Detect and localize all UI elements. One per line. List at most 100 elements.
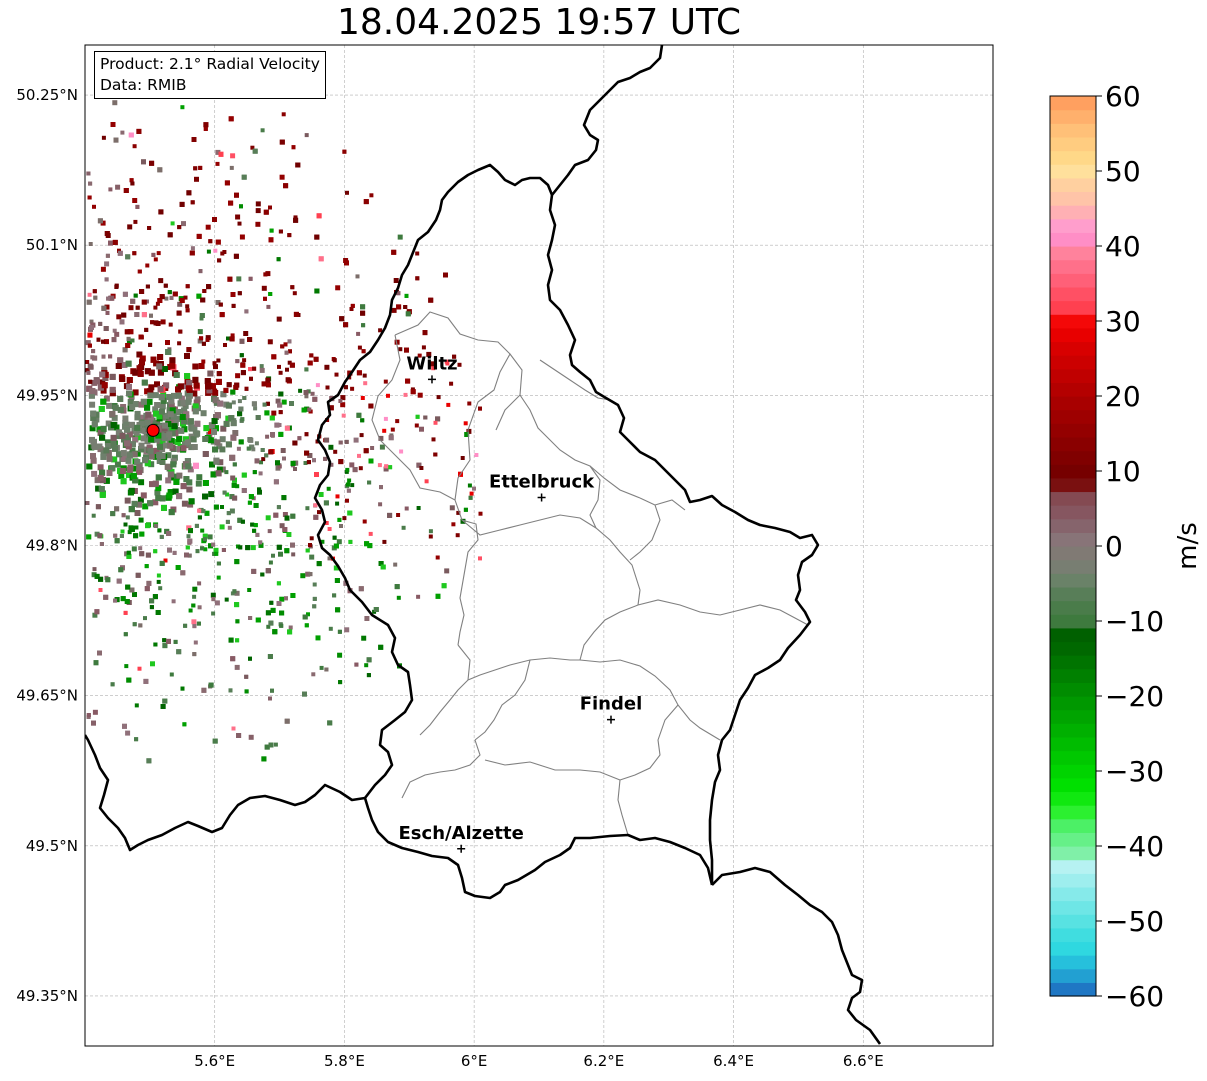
velocity-echo xyxy=(230,656,236,662)
velocity-echo xyxy=(85,360,90,364)
colorbar-swatch xyxy=(1050,109,1096,124)
velocity-echo xyxy=(265,434,270,439)
velocity-echo xyxy=(288,625,293,630)
velocity-echo xyxy=(334,372,339,377)
velocity-echo xyxy=(127,399,134,406)
velocity-echo xyxy=(86,299,92,305)
velocity-echo xyxy=(146,444,153,451)
velocity-echo xyxy=(167,471,174,478)
velocity-echo xyxy=(184,552,189,558)
velocity-echo xyxy=(177,446,183,453)
velocity-echo xyxy=(236,276,242,282)
velocity-echo xyxy=(231,303,236,308)
velocity-echo xyxy=(207,534,213,540)
velocity-echo xyxy=(280,344,285,349)
velocity-echo xyxy=(268,237,274,243)
lat-tick-label: 49.5°N xyxy=(26,837,78,855)
velocity-echo xyxy=(93,411,100,418)
velocity-echo xyxy=(466,428,472,434)
velocity-echo xyxy=(163,382,170,389)
velocity-echo xyxy=(214,551,219,556)
colorbar-tick-label: 50 xyxy=(1105,155,1141,188)
velocity-echo xyxy=(264,453,269,458)
velocity-echo xyxy=(230,333,235,338)
velocity-echo xyxy=(231,400,236,405)
velocity-echo xyxy=(404,293,409,298)
velocity-echo xyxy=(186,380,193,386)
velocity-echo xyxy=(122,434,129,441)
velocity-echo xyxy=(110,122,116,127)
velocity-echo xyxy=(103,447,110,454)
velocity-echo xyxy=(109,411,116,417)
velocity-echo xyxy=(202,493,209,500)
velocity-echo xyxy=(115,429,122,436)
velocity-echo xyxy=(212,446,219,453)
velocity-echo xyxy=(186,525,192,531)
velocity-echo xyxy=(291,552,296,557)
velocity-echo xyxy=(179,201,185,207)
velocity-echo xyxy=(110,511,116,517)
velocity-echo xyxy=(224,180,230,186)
velocity-echo xyxy=(157,354,164,360)
velocity-echo xyxy=(144,438,151,445)
velocity-echo xyxy=(208,422,215,429)
velocity-echo xyxy=(157,528,162,533)
velocity-echo xyxy=(255,617,261,623)
velocity-echo xyxy=(88,181,93,186)
velocity-echo xyxy=(149,605,154,610)
velocity-echo xyxy=(126,377,133,383)
velocity-echo xyxy=(287,339,292,344)
velocity-echo xyxy=(388,435,394,441)
velocity-echo xyxy=(143,678,149,684)
velocity-echo xyxy=(378,561,384,566)
velocity-echo xyxy=(472,486,476,491)
velocity-echo xyxy=(117,406,124,413)
velocity-echo xyxy=(323,500,329,506)
velocity-echo xyxy=(266,382,271,388)
velocity-echo xyxy=(139,551,145,557)
velocity-echo xyxy=(90,453,96,460)
velocity-echo xyxy=(113,137,119,143)
velocity-echo xyxy=(328,626,333,631)
velocity-echo xyxy=(119,432,126,439)
velocity-echo xyxy=(449,505,455,511)
velocity-echo xyxy=(304,623,309,628)
velocity-echo xyxy=(403,392,408,397)
velocity-echo xyxy=(252,528,257,533)
velocity-echo xyxy=(200,410,207,417)
velocity-echo xyxy=(138,479,145,486)
velocity-echo xyxy=(281,112,286,117)
velocity-echo xyxy=(334,578,340,583)
velocity-echo xyxy=(173,409,180,415)
national-borders xyxy=(85,45,882,1045)
velocity-echo xyxy=(151,252,156,257)
velocity-echo xyxy=(293,467,297,471)
velocity-echo xyxy=(478,556,482,561)
velocity-echo xyxy=(217,400,224,407)
velocity-echo xyxy=(254,458,260,464)
product-info-box: Product: 2.1° Radial Velocity Data: RMIB xyxy=(94,51,326,99)
velocity-echo xyxy=(125,443,132,450)
velocity-echo xyxy=(333,565,339,571)
velocity-echo xyxy=(230,389,236,395)
velocity-echo xyxy=(293,217,299,223)
velocity-echo xyxy=(162,422,168,429)
velocity-echo xyxy=(215,378,222,385)
velocity-echo xyxy=(338,680,343,685)
velocity-echo xyxy=(132,622,137,627)
velocity-echo xyxy=(114,331,120,337)
velocity-echo xyxy=(304,406,310,412)
velocity-echo xyxy=(163,412,170,419)
velocity-echo xyxy=(215,239,221,245)
city-marker xyxy=(457,844,466,853)
velocity-echo xyxy=(91,443,98,450)
colorbar-swatch xyxy=(1050,614,1096,629)
velocity-echo xyxy=(178,395,185,402)
velocity-echo xyxy=(125,584,131,590)
velocity-echo xyxy=(426,351,432,357)
velocity-echo xyxy=(335,494,340,499)
velocity-echo xyxy=(119,468,126,474)
velocity-echo xyxy=(234,590,240,596)
velocity-echo xyxy=(285,367,289,372)
velocity-echo xyxy=(435,555,440,560)
